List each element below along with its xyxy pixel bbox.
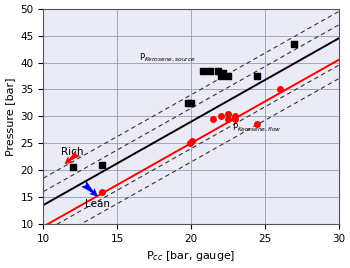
Point xyxy=(100,189,105,194)
Point xyxy=(207,69,213,73)
Point xyxy=(188,101,194,105)
Point xyxy=(100,163,105,167)
Text: P$_{\mathit{Kerosene,flow}}$: P$_{\mathit{Kerosene,flow}}$ xyxy=(232,121,282,133)
Point xyxy=(254,74,260,78)
Point xyxy=(218,74,223,78)
Point xyxy=(232,114,238,118)
Point xyxy=(70,165,76,170)
Y-axis label: Pressure [bar]: Pressure [bar] xyxy=(5,77,15,156)
Point xyxy=(292,42,297,46)
Point xyxy=(210,117,216,121)
Point xyxy=(215,69,220,73)
Point xyxy=(200,69,205,73)
Point xyxy=(218,114,223,118)
Point xyxy=(254,122,260,126)
Point xyxy=(277,87,282,92)
Text: P$_{\mathit{Kerosene,source}}$: P$_{\mathit{Kerosene,source}}$ xyxy=(139,51,196,64)
Text: Lean: Lean xyxy=(85,199,110,209)
Point xyxy=(185,101,191,105)
Point xyxy=(190,138,195,143)
Point xyxy=(225,111,231,116)
Point xyxy=(225,74,231,78)
Point xyxy=(187,141,192,145)
Point xyxy=(232,117,238,121)
Text: Rich: Rich xyxy=(61,147,84,157)
Point xyxy=(220,71,226,76)
X-axis label: P$_{cc}$ [bar, gauge]: P$_{cc}$ [bar, gauge] xyxy=(146,249,236,263)
Point xyxy=(225,117,231,121)
